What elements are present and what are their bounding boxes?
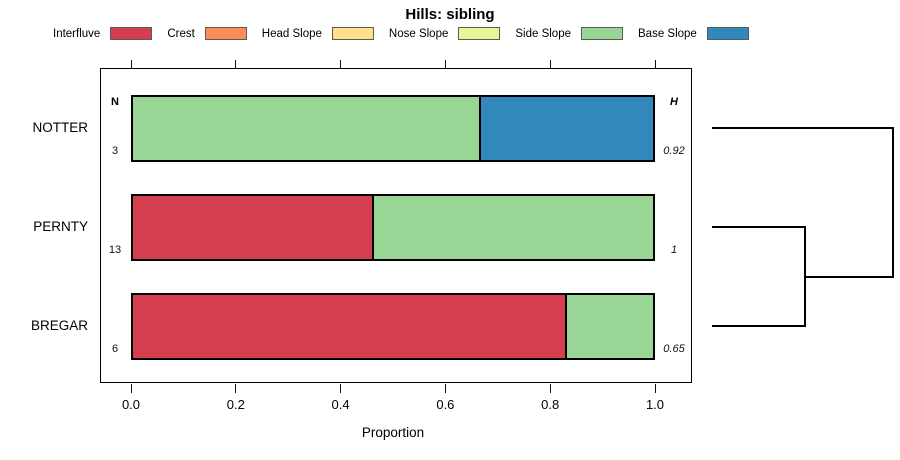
legend-swatch [331,27,374,40]
bar-bregar [131,293,655,360]
h-value: 1 [670,244,678,256]
x-tick-label: 0.4 [331,397,350,412]
bar-segment-side-slope [564,295,653,358]
bar-pernty [131,194,655,261]
x-tick-label: 0.2 [226,397,245,412]
bar-notter [131,95,655,162]
axis-tick-top [654,60,656,68]
chart-title: Hills: sibling [405,6,495,23]
axis-tick-top [235,60,237,68]
axis-tick-bottom [444,384,446,393]
legend: Interfluve Crest Head Slope Nose Slope Side … [53,26,749,41]
axis-tick-top [340,60,342,68]
legend-swatch [110,27,153,40]
legend-item-side-slope: Side Slope [515,27,623,40]
dendrogram-line [892,127,894,278]
dendrogram-line [712,127,893,129]
axis-tick-bottom [340,384,342,393]
dendrogram-line [712,325,805,327]
y-axis-label-notter: NOTTER [32,120,89,135]
n-value: 13 [108,244,122,256]
legend-swatch [581,27,623,40]
bar-segment-interfluve [133,295,565,358]
legend-label: Side Slope [515,27,571,40]
axis-tick-bottom [235,384,237,393]
legend-swatch [458,27,501,40]
x-tick-label: 1.0 [645,397,665,412]
axis-tick-top [130,60,132,68]
legend-swatch [204,27,247,40]
bar-segment-interfluve [133,196,373,259]
bar-segment-side-slope [372,196,653,259]
legend-label: Crest [167,27,195,40]
legend-swatch [706,27,749,40]
x-axis-title: Proportion [361,425,425,440]
legend-item-interfluve: Interfluve [53,27,153,40]
n-column-header: N [111,96,119,108]
legend-label: Base Slope [638,27,697,40]
h-value: 0.65 [663,343,685,355]
axis-tick-top [549,60,551,68]
legend-label: Nose Slope [388,27,449,40]
axis-tick-top [444,60,446,68]
legend-label: Interfluve [53,27,101,40]
y-axis-label-bregar: BREGAR [30,318,88,333]
legend-item-base-slope: Base Slope [638,27,749,40]
legend-item-crest: Crest [167,27,247,40]
n-value: 6 [111,343,119,355]
bar-segment-base-slope [478,97,653,160]
x-tick-label: 0.6 [436,397,455,412]
n-value: 3 [111,145,119,157]
bar-segment-side-slope [133,97,479,160]
h-column-header: H [670,96,678,108]
dendrogram-line [805,275,893,278]
legend-item-head-slope: Head Slope [262,27,374,40]
dendrogram-line [712,226,805,228]
y-axis-label-pernty: PERNTY [33,219,88,234]
x-tick-label: 0.0 [121,397,141,412]
axis-tick-bottom [130,384,132,393]
axis-tick-bottom [549,384,551,393]
x-tick-label: 0.8 [541,397,560,412]
legend-item-nose-slope: Nose Slope [388,27,501,40]
h-value: 0.92 [663,145,685,157]
legend-label: Head Slope [261,27,322,40]
axis-tick-bottom [654,384,656,393]
